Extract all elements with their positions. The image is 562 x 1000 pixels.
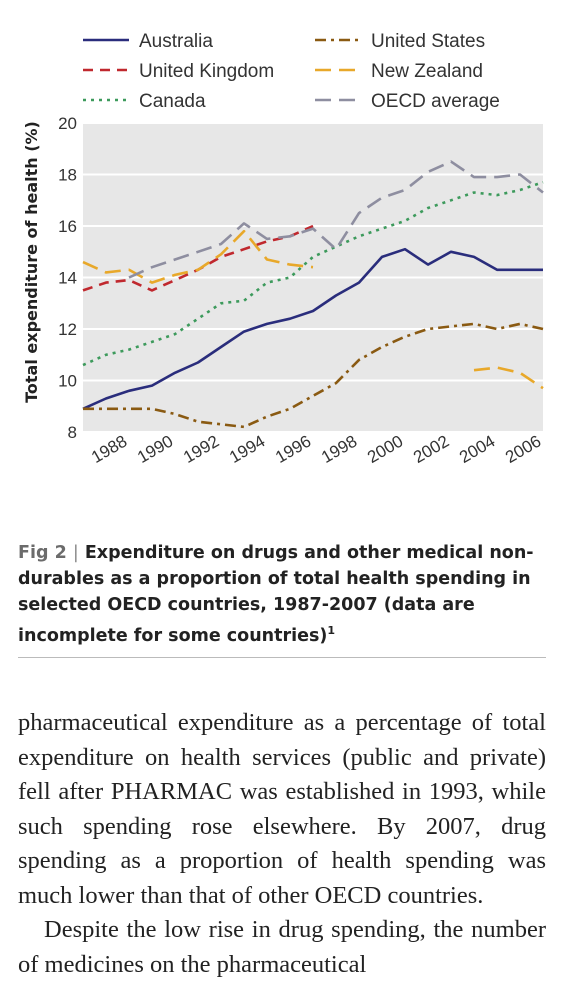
y-axis-ticks: 8 10 12 14 16 18 20 <box>58 114 77 442</box>
y-tick-label: 10 <box>58 372 77 391</box>
x-tick-label: 2002 <box>410 432 452 467</box>
body-paragraph: pharmaceutical expenditure as a percenta… <box>18 709 546 909</box>
x-tick-label: 2006 <box>502 432 544 467</box>
line-chart: Australia United States United Kingdom New … <box>22 31 544 467</box>
y-tick-label: 16 <box>58 217 77 236</box>
article-body: pharmaceutical expenditure as a percenta… <box>18 706 546 982</box>
figure-label: Fig 2 <box>18 543 67 563</box>
y-tick-label: 8 <box>68 423 77 442</box>
chart-legend: Australia United States United Kingdom New … <box>83 31 500 112</box>
y-tick-label: 18 <box>58 166 77 185</box>
legend-label-australia: Australia <box>139 31 213 52</box>
series-line-new-zealand-2 <box>473 366 544 390</box>
x-tick-label: 1990 <box>134 432 176 467</box>
y-tick-label: 14 <box>58 269 77 288</box>
legend-label-oecd-average: OECD average <box>371 91 500 112</box>
legend-label-new-zealand: New Zealand <box>371 61 483 82</box>
x-tick-label: 1988 <box>88 432 130 467</box>
series-line-canada <box>82 180 544 367</box>
y-tick-label: 12 <box>58 320 77 339</box>
legend-label-united-kingdom: United Kingdom <box>139 61 274 82</box>
x-tick-label: 2004 <box>456 432 498 467</box>
caption-reference: 1 <box>327 624 336 637</box>
x-tick-label: 1992 <box>180 432 222 467</box>
y-axis-label: Total expenditure of health (%) <box>22 121 41 403</box>
x-axis-ticks: 1988 1990 1992 1994 1996 1998 2000 2002 2004 2006 <box>88 432 544 467</box>
series-line-united-states <box>83 322 544 429</box>
y-tick-label: 20 <box>58 114 77 133</box>
body-paragraph: Despite the low rise in drug spending, t… <box>18 916 546 978</box>
caption-text: Expenditure on drugs and other medical n… <box>18 543 534 646</box>
figure-caption: Fig 2 | Expenditure on drugs and other m… <box>18 540 546 658</box>
x-tick-label: 1994 <box>226 432 268 467</box>
chart-series <box>82 160 544 429</box>
x-tick-label: 1996 <box>272 432 314 467</box>
caption-separator: | <box>72 543 79 563</box>
series-line-oecd-average <box>128 160 544 279</box>
legend-label-united-states: United States <box>371 31 485 52</box>
legend-label-canada: Canada <box>139 91 206 112</box>
x-tick-label: 2000 <box>364 432 406 467</box>
series-line-australia <box>82 247 543 410</box>
x-tick-label: 1998 <box>318 432 360 467</box>
series-line-new-zealand-1 <box>82 229 314 284</box>
